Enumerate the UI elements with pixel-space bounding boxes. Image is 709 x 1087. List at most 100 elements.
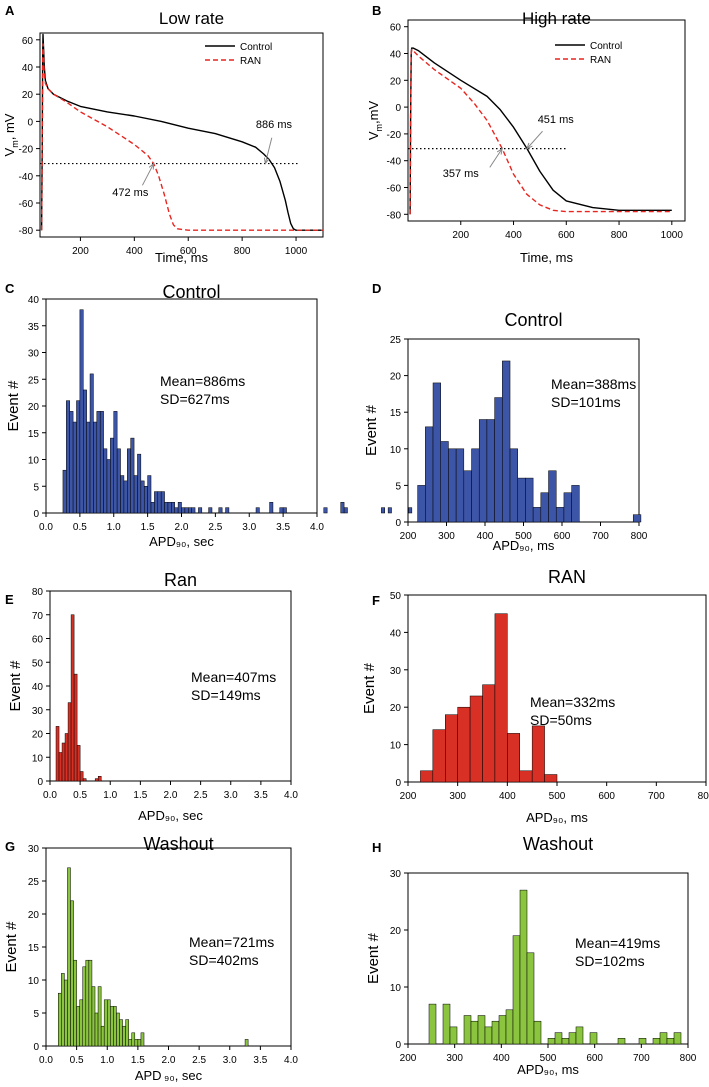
panel-a-ytick-label: -20	[19, 145, 34, 156]
panel-h-ylabel: Event #	[365, 932, 382, 984]
panel-g-bar	[134, 1039, 139, 1047]
panel-c-bar	[381, 507, 385, 514]
panel-d-ytick-label: 0	[395, 518, 401, 529]
panel-a-xtick-label: 200	[72, 246, 89, 257]
panel-a-annotation-label: 886 ms	[256, 119, 293, 131]
panel-e-bar	[67, 702, 72, 782]
panel-c-xlabel: APD₉₀, sec	[149, 534, 214, 549]
panel-b-annotation-arrow	[526, 130, 543, 149]
panel-g-bar	[110, 1006, 114, 1047]
panel-c-ytick-label: 35	[28, 322, 40, 333]
panel-h-bar	[533, 1020, 542, 1045]
panel-c-bar	[269, 502, 274, 514]
panel-b-ylabel: Vm,mV	[366, 101, 384, 141]
panel-d-bar	[486, 419, 495, 523]
panel-c-bar	[340, 502, 345, 514]
panel-f-xtick-label: 500	[549, 791, 566, 802]
panel-b-ytick-label: 60	[390, 23, 402, 34]
panel-e-xtick-label: 2.5	[194, 790, 208, 801]
panel-f-ytick-label: 0	[395, 778, 401, 789]
panel-f-bar	[482, 684, 496, 783]
panel-g-ytick-label: 25	[28, 877, 40, 888]
panel-c-bar	[123, 480, 128, 514]
panel-c-bar	[198, 507, 203, 514]
panel-b-xtick-label: 600	[558, 230, 575, 241]
panel-a-annotation-arrow	[264, 137, 273, 164]
panel-c-bar	[113, 411, 118, 514]
panel-a-annotation-arrow	[141, 163, 155, 186]
panel-a-series-ran	[40, 43, 323, 231]
panel-d-bar	[432, 382, 441, 523]
panel-g-bar	[73, 959, 77, 1047]
panel-b-annotation-arrow	[489, 148, 503, 168]
panel-g-bar	[122, 1025, 126, 1047]
panel-h: 0 10 20 30 200 300 400 500 600 700 800 Mean=419ms SD…	[365, 834, 697, 1077]
panel-b: -80 -60 -40 -20 0 20 40 60 200 400 600 800 1000 Contr…	[366, 3, 686, 265]
panel-d-bar	[563, 492, 572, 523]
panel-h-bar	[561, 1038, 570, 1045]
panel-g-bar	[88, 959, 93, 1047]
panel-e-bar	[70, 614, 75, 782]
panel-c-bar	[140, 480, 145, 514]
panel-c-bar	[323, 507, 328, 514]
panel-c-bar	[79, 309, 84, 514]
panel-g-ytick-label: 20	[28, 910, 40, 921]
panel-d-bar	[540, 492, 549, 523]
panel-e-ytick-label: 20	[32, 730, 44, 741]
panel-c-title: Control	[162, 282, 220, 302]
panel-g-letter: G	[5, 839, 15, 854]
panel-e-ytick-label: 70	[32, 611, 44, 622]
panel-d-ytick-label: 15	[390, 408, 402, 419]
panel-e-xtick-label: 0.0	[43, 790, 57, 801]
panel-e-xtick-label: 0.5	[73, 790, 87, 801]
panel-a-ylabel-sub: m	[10, 140, 20, 148]
panel-a-annotation-label: 472 ms	[112, 187, 149, 199]
panel-c-ytick-label: 40	[28, 295, 40, 306]
panel-c-bar	[120, 475, 125, 514]
panel-c-bar	[93, 421, 98, 514]
panel-e-bar	[58, 752, 63, 782]
panel-h-xtick-label: 800	[680, 1053, 697, 1064]
panel-f-bar	[445, 714, 458, 783]
panel-c-bar	[282, 507, 287, 514]
panel-d-ylabel: Event #	[363, 404, 380, 456]
panel-c-stat: Mean=886ms	[160, 373, 245, 389]
panel-g-bar	[76, 1006, 80, 1047]
panel-b-xtick-label: 200	[452, 230, 469, 241]
panel-d-title: Control	[504, 310, 562, 330]
panel-f-bar	[531, 725, 545, 783]
panel-b-ylabel-sub: m	[374, 124, 384, 132]
panel-e-xtick-label: 2.0	[164, 790, 178, 801]
panel-h-ytick-label: 0	[395, 1040, 401, 1051]
panel-b-ylabel-rest: ,mV	[366, 101, 381, 124]
panel-g-xtick-label: 1.5	[131, 1055, 145, 1066]
panel-h-stat: SD=102ms	[575, 953, 645, 969]
panel-a: -80 -60 -40 -20 0 20 40 60 200 400 600 800 1000 Contr…	[2, 3, 324, 265]
panel-d-bar	[417, 485, 426, 523]
panel-h-bar	[484, 1026, 493, 1045]
panel-g-title: Washout	[143, 834, 213, 854]
panel-f-xtick-label: 200	[400, 791, 417, 802]
panel-g-xtick-label: 4.0	[284, 1055, 298, 1066]
panel-g-xtick-label: 2.5	[192, 1055, 206, 1066]
panel-c-bar	[99, 411, 104, 514]
panel-c-bar	[160, 491, 165, 514]
panel-e-bar	[76, 745, 81, 782]
panel-c-bar	[255, 507, 260, 514]
panel-c-ytick-label: 0	[33, 509, 39, 520]
panel-c-xtick-label: 1.5	[141, 522, 155, 533]
panel-e-xlabel: APD₉₀, sec	[138, 808, 203, 823]
panel-f-bar	[544, 774, 558, 783]
panel-b-xtick-label: 800	[611, 230, 628, 241]
panel-h-bar	[498, 1015, 507, 1045]
panel-f-ylabel: Event #	[361, 662, 378, 714]
panel-f-stat: SD=50ms	[530, 712, 592, 728]
panel-c-bar	[110, 437, 115, 514]
panel-g-ytick-label: 30	[28, 844, 40, 855]
panel-d-bar	[517, 477, 526, 523]
panel-b-ytick-label: -60	[387, 184, 402, 195]
panel-f-xtick-label: 400	[499, 791, 516, 802]
panel-f-bar	[420, 770, 434, 783]
panel-b-ytick-label: 20	[390, 76, 402, 87]
panel-c-ytick-label: 10	[28, 456, 40, 467]
